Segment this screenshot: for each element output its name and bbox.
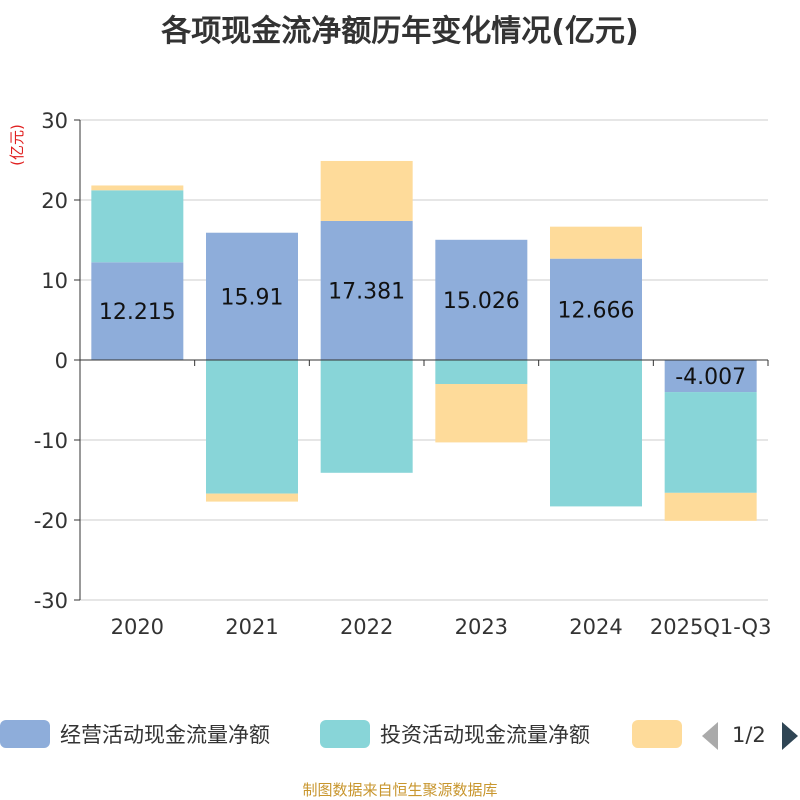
legend-pager: 1/2 xyxy=(700,716,800,756)
bar-2025Q1-Q3-series-2[interactable] xyxy=(664,492,757,521)
legend-label-operating: 经营活动现金流量净额 xyxy=(60,723,270,747)
legend: 经营活动现金流量净额 投资活动现金流量净额 1/2 xyxy=(0,716,800,756)
bar-2021-series-1[interactable] xyxy=(206,360,298,494)
bar-2025Q1-Q3-series-0[interactable] xyxy=(664,360,757,393)
bar-2022-series-2[interactable] xyxy=(320,160,413,221)
legend-swatch-investing xyxy=(320,720,370,748)
chart-title: 各项现金流净额历年变化情况(亿元) xyxy=(161,14,639,49)
bar-2020-series-1[interactable] xyxy=(91,190,184,263)
bar-2024-series-2[interactable] xyxy=(550,226,642,259)
data-label: -4.007 xyxy=(675,365,746,390)
stacked-bar-chart: 30 20 10 0 -10 -20 -30 (亿元) 2020 2021 2022 2023 2024… xyxy=(8,109,771,639)
bar-2023-series-2[interactable] xyxy=(435,384,528,443)
x-tick-label: 2025Q1-Q3 xyxy=(650,615,772,639)
bar-2024-series-0[interactable] xyxy=(550,258,642,360)
data-source-note: 制图数据来自恒生聚源数据库 xyxy=(302,781,498,799)
legend-label-investing: 投资活动现金流量净额 xyxy=(380,723,590,747)
bar-2021-series-2[interactable] xyxy=(206,493,298,502)
x-tick-label: 2023 xyxy=(455,615,508,639)
data-label: 17.381 xyxy=(328,279,405,304)
y-tick-label: 10 xyxy=(41,269,68,293)
bar-2025Q1-Q3-series-1[interactable] xyxy=(664,392,757,493)
bar-2022-series-0[interactable] xyxy=(320,220,413,360)
bar-2020-series-2[interactable] xyxy=(91,185,184,191)
axes: 30 20 10 0 -10 -20 -30 (亿元) 2020 2021 2022 2023 2024… xyxy=(8,109,771,639)
x-tick-label: 2024 xyxy=(569,615,622,639)
y-tick-label: 30 xyxy=(41,109,68,133)
x-tick-label: 2020 xyxy=(111,615,164,639)
y-tick-label: 0 xyxy=(55,349,68,373)
bar-2021-series-0[interactable] xyxy=(206,232,298,360)
legend-next-page-icon[interactable] xyxy=(782,722,798,750)
y-tick-label: 20 xyxy=(41,189,68,213)
bar-2023-series-0[interactable] xyxy=(435,239,528,360)
data-label: 15.026 xyxy=(443,289,520,314)
bar-2022-series-1[interactable] xyxy=(320,360,413,473)
legend-swatch-operating xyxy=(0,720,50,748)
data-labels: 12.215 15.91 17.381 15.026 12.666 -4.007 xyxy=(99,279,746,390)
legend-prev-page-icon[interactable] xyxy=(702,722,718,750)
y-tick-label: -30 xyxy=(34,589,68,613)
legend-page-indicator: 1/2 xyxy=(732,723,766,747)
bar-2023-series-1[interactable] xyxy=(435,360,528,384)
bars xyxy=(91,160,757,521)
x-tick-label: 2022 xyxy=(340,615,393,639)
x-tick-label: 2021 xyxy=(225,615,278,639)
legend-swatch-third xyxy=(632,720,682,748)
data-label: 15.91 xyxy=(221,285,284,310)
data-label: 12.215 xyxy=(99,300,176,325)
data-label: 12.666 xyxy=(558,298,635,323)
y-tick-label: -10 xyxy=(34,429,68,453)
bar-2020-series-0[interactable] xyxy=(91,262,184,360)
y-axis-unit-label: (亿元) xyxy=(8,124,26,166)
bar-2024-series-1[interactable] xyxy=(550,360,642,507)
y-tick-label: -20 xyxy=(34,509,68,533)
